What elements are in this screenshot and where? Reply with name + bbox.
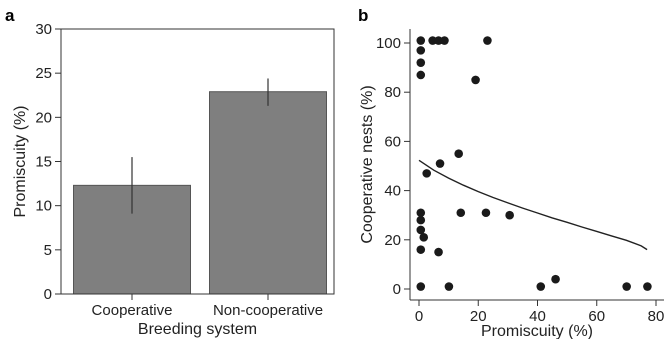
data-point: [419, 233, 429, 242]
panel-b: b 0 20 40 60 80 100 0 20 40 60 80 Cooperative nest…: [358, 6, 664, 339]
data-point: [434, 247, 443, 257]
fit-curve: [418, 159, 648, 251]
data-point: [422, 169, 432, 178]
panel-a: a 0 5 10 15 20 25 30 Cooperative Non-cooperative…: [5, 6, 335, 338]
y-tick-label: 10: [35, 198, 52, 215]
data-point: [454, 149, 463, 158]
data-point: [416, 208, 426, 218]
data-point: [643, 282, 652, 291]
data-point: [551, 274, 560, 284]
x-axis-title: Promiscuity (%): [481, 323, 593, 339]
data-point: [416, 46, 426, 55]
data-point: [622, 282, 631, 291]
data-point: [416, 215, 426, 225]
data-point: [440, 36, 449, 45]
y-axis-title: Promiscuity (%): [12, 105, 29, 217]
data-point: [416, 70, 426, 80]
y-tick-label: 30: [35, 21, 52, 38]
x-tick-label: 80: [648, 308, 665, 325]
data-point: [444, 282, 454, 291]
data-point: [481, 208, 491, 218]
x-tick-label: 0: [415, 308, 423, 325]
y-tick-label: 15: [35, 154, 52, 171]
panel-b-letter: b: [358, 6, 368, 25]
data-point: [416, 225, 426, 235]
y-tick-label: 0: [393, 281, 401, 298]
data-point: [483, 36, 492, 45]
data-point: [416, 245, 426, 254]
y-tick-label: 100: [376, 35, 401, 52]
data-point: [416, 282, 426, 291]
bar: [209, 91, 327, 295]
data-point: [456, 208, 466, 218]
y-tick-label: 40: [384, 183, 401, 200]
x-tick-label: 20: [470, 308, 487, 325]
x-tick-label: Cooperative: [92, 302, 173, 319]
y-tick-label: 25: [35, 65, 52, 82]
data-point: [416, 58, 426, 67]
y-tick-label: 20: [384, 232, 401, 249]
data-point: [435, 159, 445, 168]
y-tick-label: 5: [44, 242, 52, 259]
data-point: [428, 36, 437, 45]
data-point: [471, 75, 480, 85]
y-tick-label: 60: [384, 133, 401, 150]
x-axis-title: Breeding system: [138, 321, 257, 338]
data-point: [416, 36, 426, 45]
y-tick-label: 20: [35, 109, 52, 126]
y-axis-title: Cooperative nests (%): [359, 85, 376, 243]
x-tick-label: 60: [588, 308, 605, 325]
x-tick-label: 40: [529, 308, 546, 325]
y-tick-label: 80: [384, 84, 401, 101]
data-point: [505, 210, 514, 220]
x-tick-label: Non-cooperative: [213, 302, 323, 319]
data-point: [434, 36, 443, 45]
panel-a-letter: a: [5, 6, 15, 25]
data-point: [536, 282, 546, 291]
y-tick-label: 0: [44, 286, 52, 303]
